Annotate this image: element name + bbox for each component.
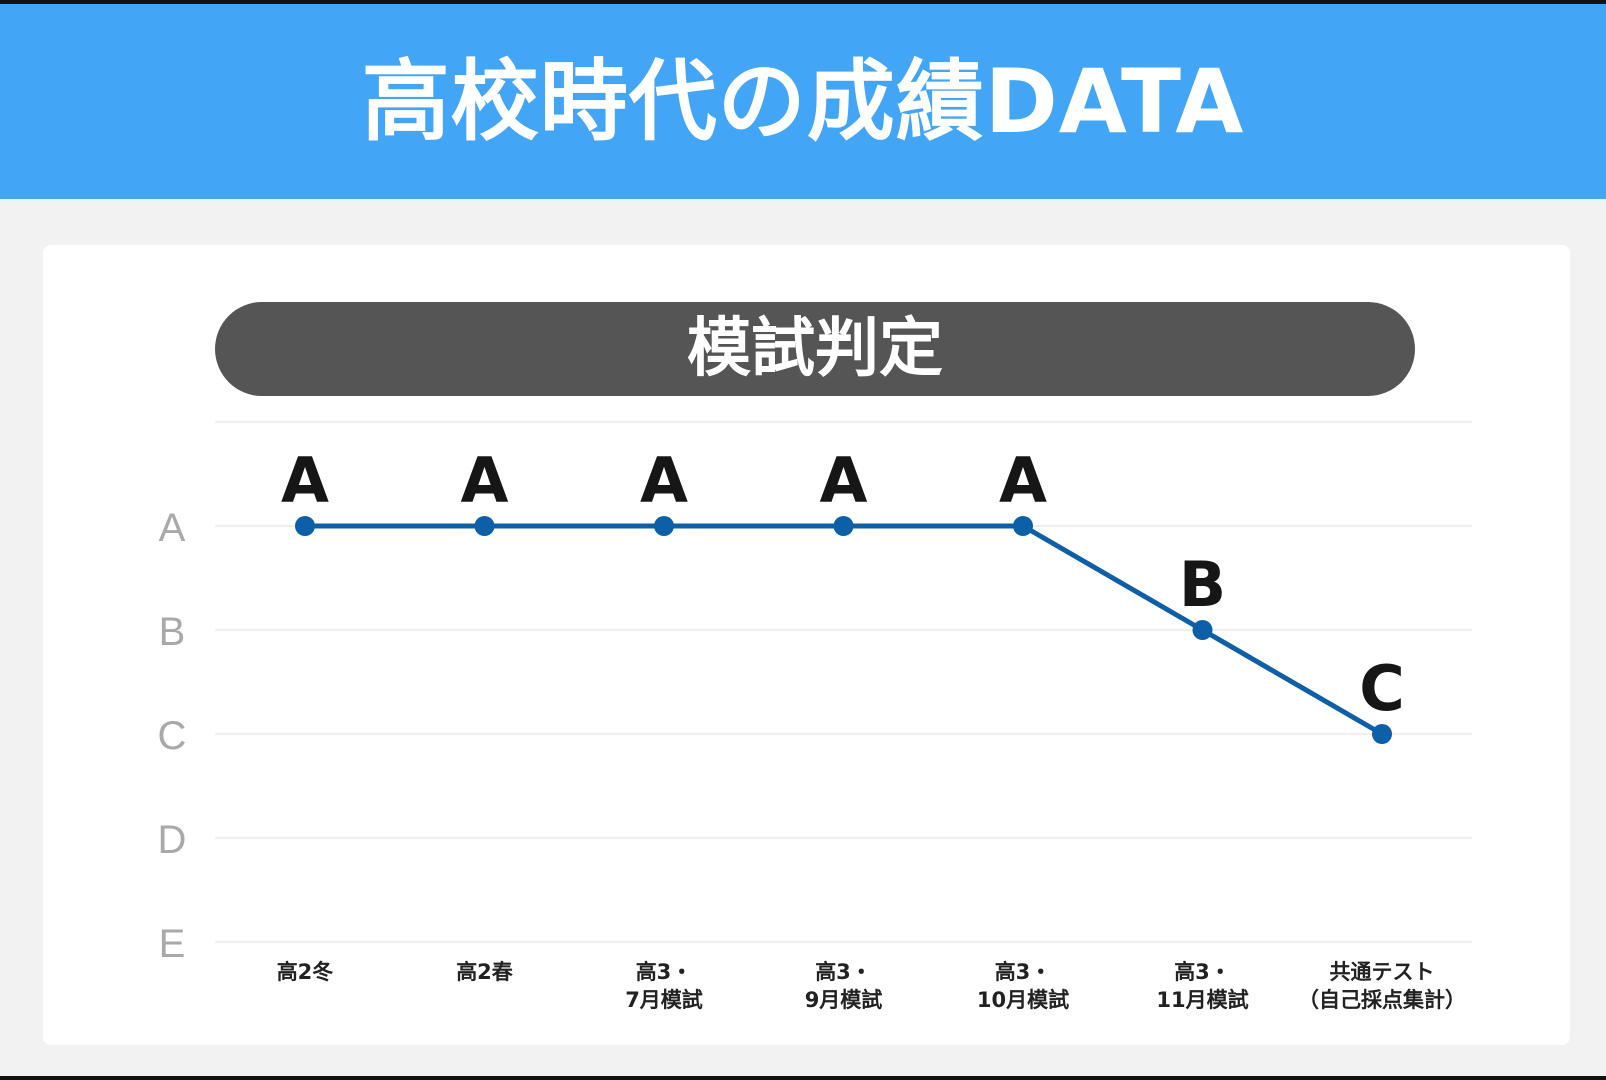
- x-tick-line: 高3・: [815, 960, 872, 984]
- chart-title: 模試判定: [687, 312, 943, 386]
- x-tick-line: 高3・: [636, 960, 693, 984]
- data-point: [833, 516, 854, 536]
- y-tick-C: C: [158, 714, 187, 758]
- data-point: [474, 516, 495, 536]
- x-axis-ticks: 高2冬 高2春 高3・ 7月模試 高3・ 9月模試 高3・ 10月模試 高3・ 11月模試 共通テス…: [277, 960, 1466, 1012]
- page-title: 高校時代の成績DATA: [361, 49, 1245, 153]
- x-tick-label: 共通テスト （自己採点集計）: [1298, 960, 1466, 1012]
- x-tick-line: 高2春: [456, 960, 514, 984]
- x-tick-line: 11月模試: [1156, 988, 1248, 1012]
- x-tick-label: 高2春: [456, 960, 514, 984]
- x-tick-label: 高3・ 11月模試: [1156, 960, 1248, 1012]
- data-point: [654, 516, 674, 536]
- x-tick-line: 共通テスト: [1330, 960, 1435, 984]
- header-banner: 高校時代の成績DATA: [0, 4, 1606, 199]
- x-tick-line: 9月模試: [805, 988, 883, 1012]
- data-point: [1013, 516, 1033, 536]
- x-tick-line: 高2冬: [277, 960, 334, 984]
- y-tick-A: A: [159, 506, 186, 550]
- data-label: A: [281, 444, 329, 517]
- data-label: A: [640, 444, 688, 517]
- bottom-border: [0, 1076, 1606, 1080]
- data-labels: A A A A A B C: [281, 444, 1405, 725]
- y-tick-B: B: [159, 610, 186, 654]
- data-label: A: [999, 444, 1047, 517]
- y-tick-E: E: [159, 922, 186, 966]
- x-tick-line: 10月模試: [977, 988, 1069, 1012]
- x-tick-label: 高3・ 7月模試: [625, 960, 703, 1012]
- y-tick-D: D: [158, 818, 187, 862]
- chart-title-pill: 模試判定: [215, 302, 1415, 396]
- data-points: [295, 516, 1392, 744]
- x-tick-label: 高3・ 9月模試: [805, 960, 883, 1012]
- x-tick-label: 高2冬: [277, 960, 334, 984]
- data-point: [295, 516, 315, 536]
- x-tick-line: （自己採点集計）: [1298, 988, 1466, 1012]
- data-label: A: [820, 444, 868, 517]
- data-point: [1372, 724, 1392, 744]
- top-border: [0, 0, 1606, 4]
- data-label: B: [1179, 548, 1226, 621]
- y-axis-ticks: A B C D E: [158, 506, 187, 966]
- x-tick-label: 高3・ 10月模試: [977, 960, 1069, 1012]
- x-tick-line: 高3・: [1174, 960, 1231, 984]
- data-label: A: [461, 444, 509, 517]
- data-label: C: [1359, 652, 1405, 725]
- x-tick-line: 7月模試: [625, 988, 703, 1012]
- x-tick-line: 高3・: [995, 960, 1052, 984]
- data-point: [1192, 620, 1213, 640]
